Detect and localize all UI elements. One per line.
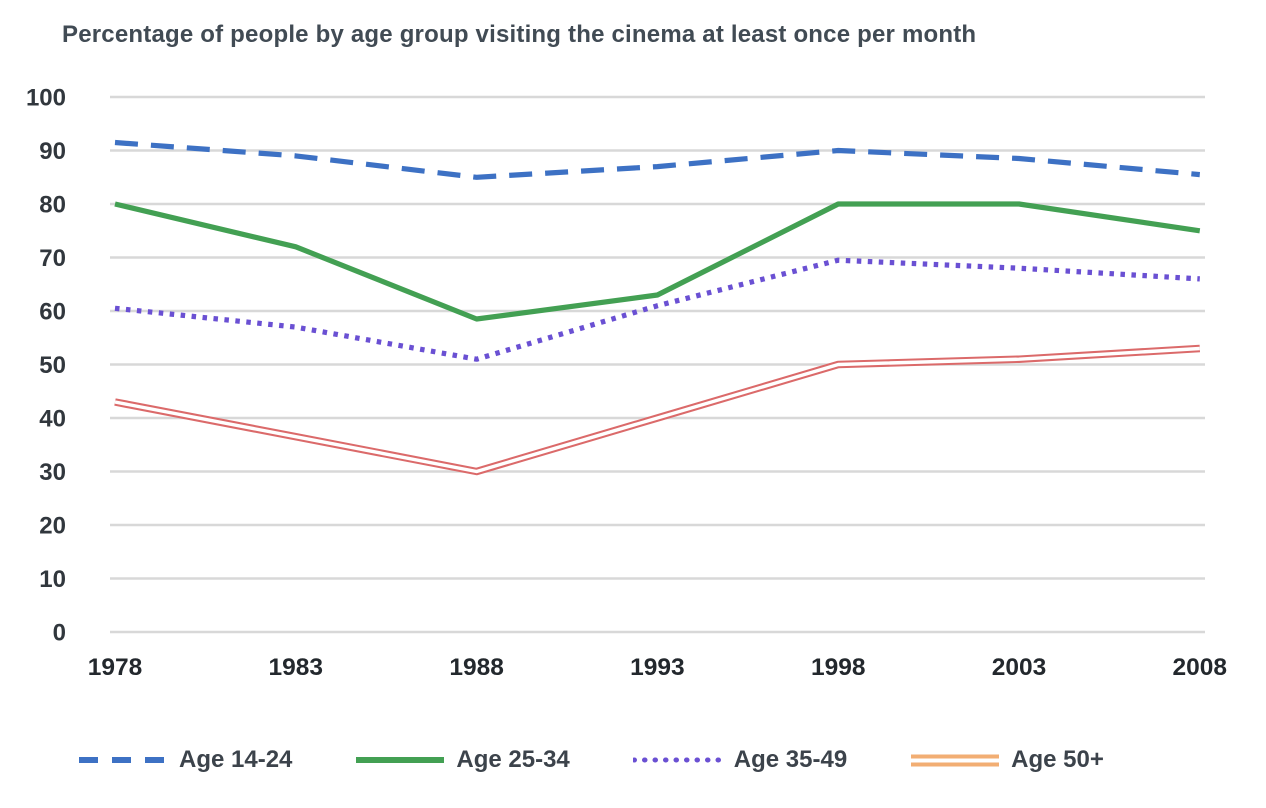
legend-label: Age 14-24 bbox=[179, 746, 293, 773]
y-axis-tick-label: 30 bbox=[39, 459, 66, 486]
y-axis-tick-label: 20 bbox=[39, 513, 66, 540]
y-axis-tick-label: 0 bbox=[53, 620, 66, 647]
legend-item-age-25-34: Age 25-34 bbox=[355, 746, 570, 774]
y-axis-tick-label: 100 bbox=[26, 85, 66, 112]
series-line-core bbox=[114, 346, 1200, 474]
x-axis-tick-label: 1978 bbox=[88, 654, 143, 681]
x-axis-tick-label: 1983 bbox=[269, 654, 324, 681]
x-axis-tick-label: 2008 bbox=[1173, 654, 1228, 681]
legend-item-age-50-: Age 50+ bbox=[910, 746, 1104, 774]
x-axis-tick-label: 1988 bbox=[449, 654, 504, 681]
x-axis-tick-label: 2003 bbox=[992, 654, 1047, 681]
y-axis-tick-label: 60 bbox=[39, 299, 66, 326]
x-axis-tick-label: 1993 bbox=[630, 654, 685, 681]
legend-label: Age 25-34 bbox=[456, 746, 570, 773]
x-axis-tick-label: 1998 bbox=[811, 654, 866, 681]
legend-swatch-solid-line-icon bbox=[356, 757, 445, 763]
y-axis-tick-label: 40 bbox=[39, 406, 66, 433]
series-line-age-25-34 bbox=[114, 201, 1201, 322]
y-axis-tick-label: 80 bbox=[39, 192, 66, 219]
y-axis-tick-label: 70 bbox=[39, 245, 66, 272]
legend-label: Age 35-49 bbox=[733, 746, 848, 773]
legend-item-age-35-49: Age 35-49 bbox=[632, 746, 848, 774]
series-line-age-14-24 bbox=[114, 139, 1201, 180]
legend-swatch-double-line-icon bbox=[911, 754, 1000, 767]
legend-swatch-dashed-line-icon bbox=[79, 757, 167, 763]
legend-item-age-14-24: Age 14-24 bbox=[78, 746, 292, 774]
y-axis-tick-label: 50 bbox=[39, 352, 66, 379]
chart-legend: Age 14-24 Age 25-34 Age 35-49 Age 50+ bbox=[78, 746, 1104, 774]
y-axis-tick-label: 90 bbox=[39, 138, 66, 165]
y-axis-tick-label: 10 bbox=[39, 566, 66, 593]
legend-label: Age 50+ bbox=[1011, 746, 1104, 773]
series-line-age-50- bbox=[114, 344, 1201, 476]
series-line-age-35-49 bbox=[114, 257, 1200, 362]
legend-swatch-dotted-line-icon bbox=[632, 757, 723, 763]
chart-title: Percentage of people by age group visiti… bbox=[62, 21, 977, 48]
